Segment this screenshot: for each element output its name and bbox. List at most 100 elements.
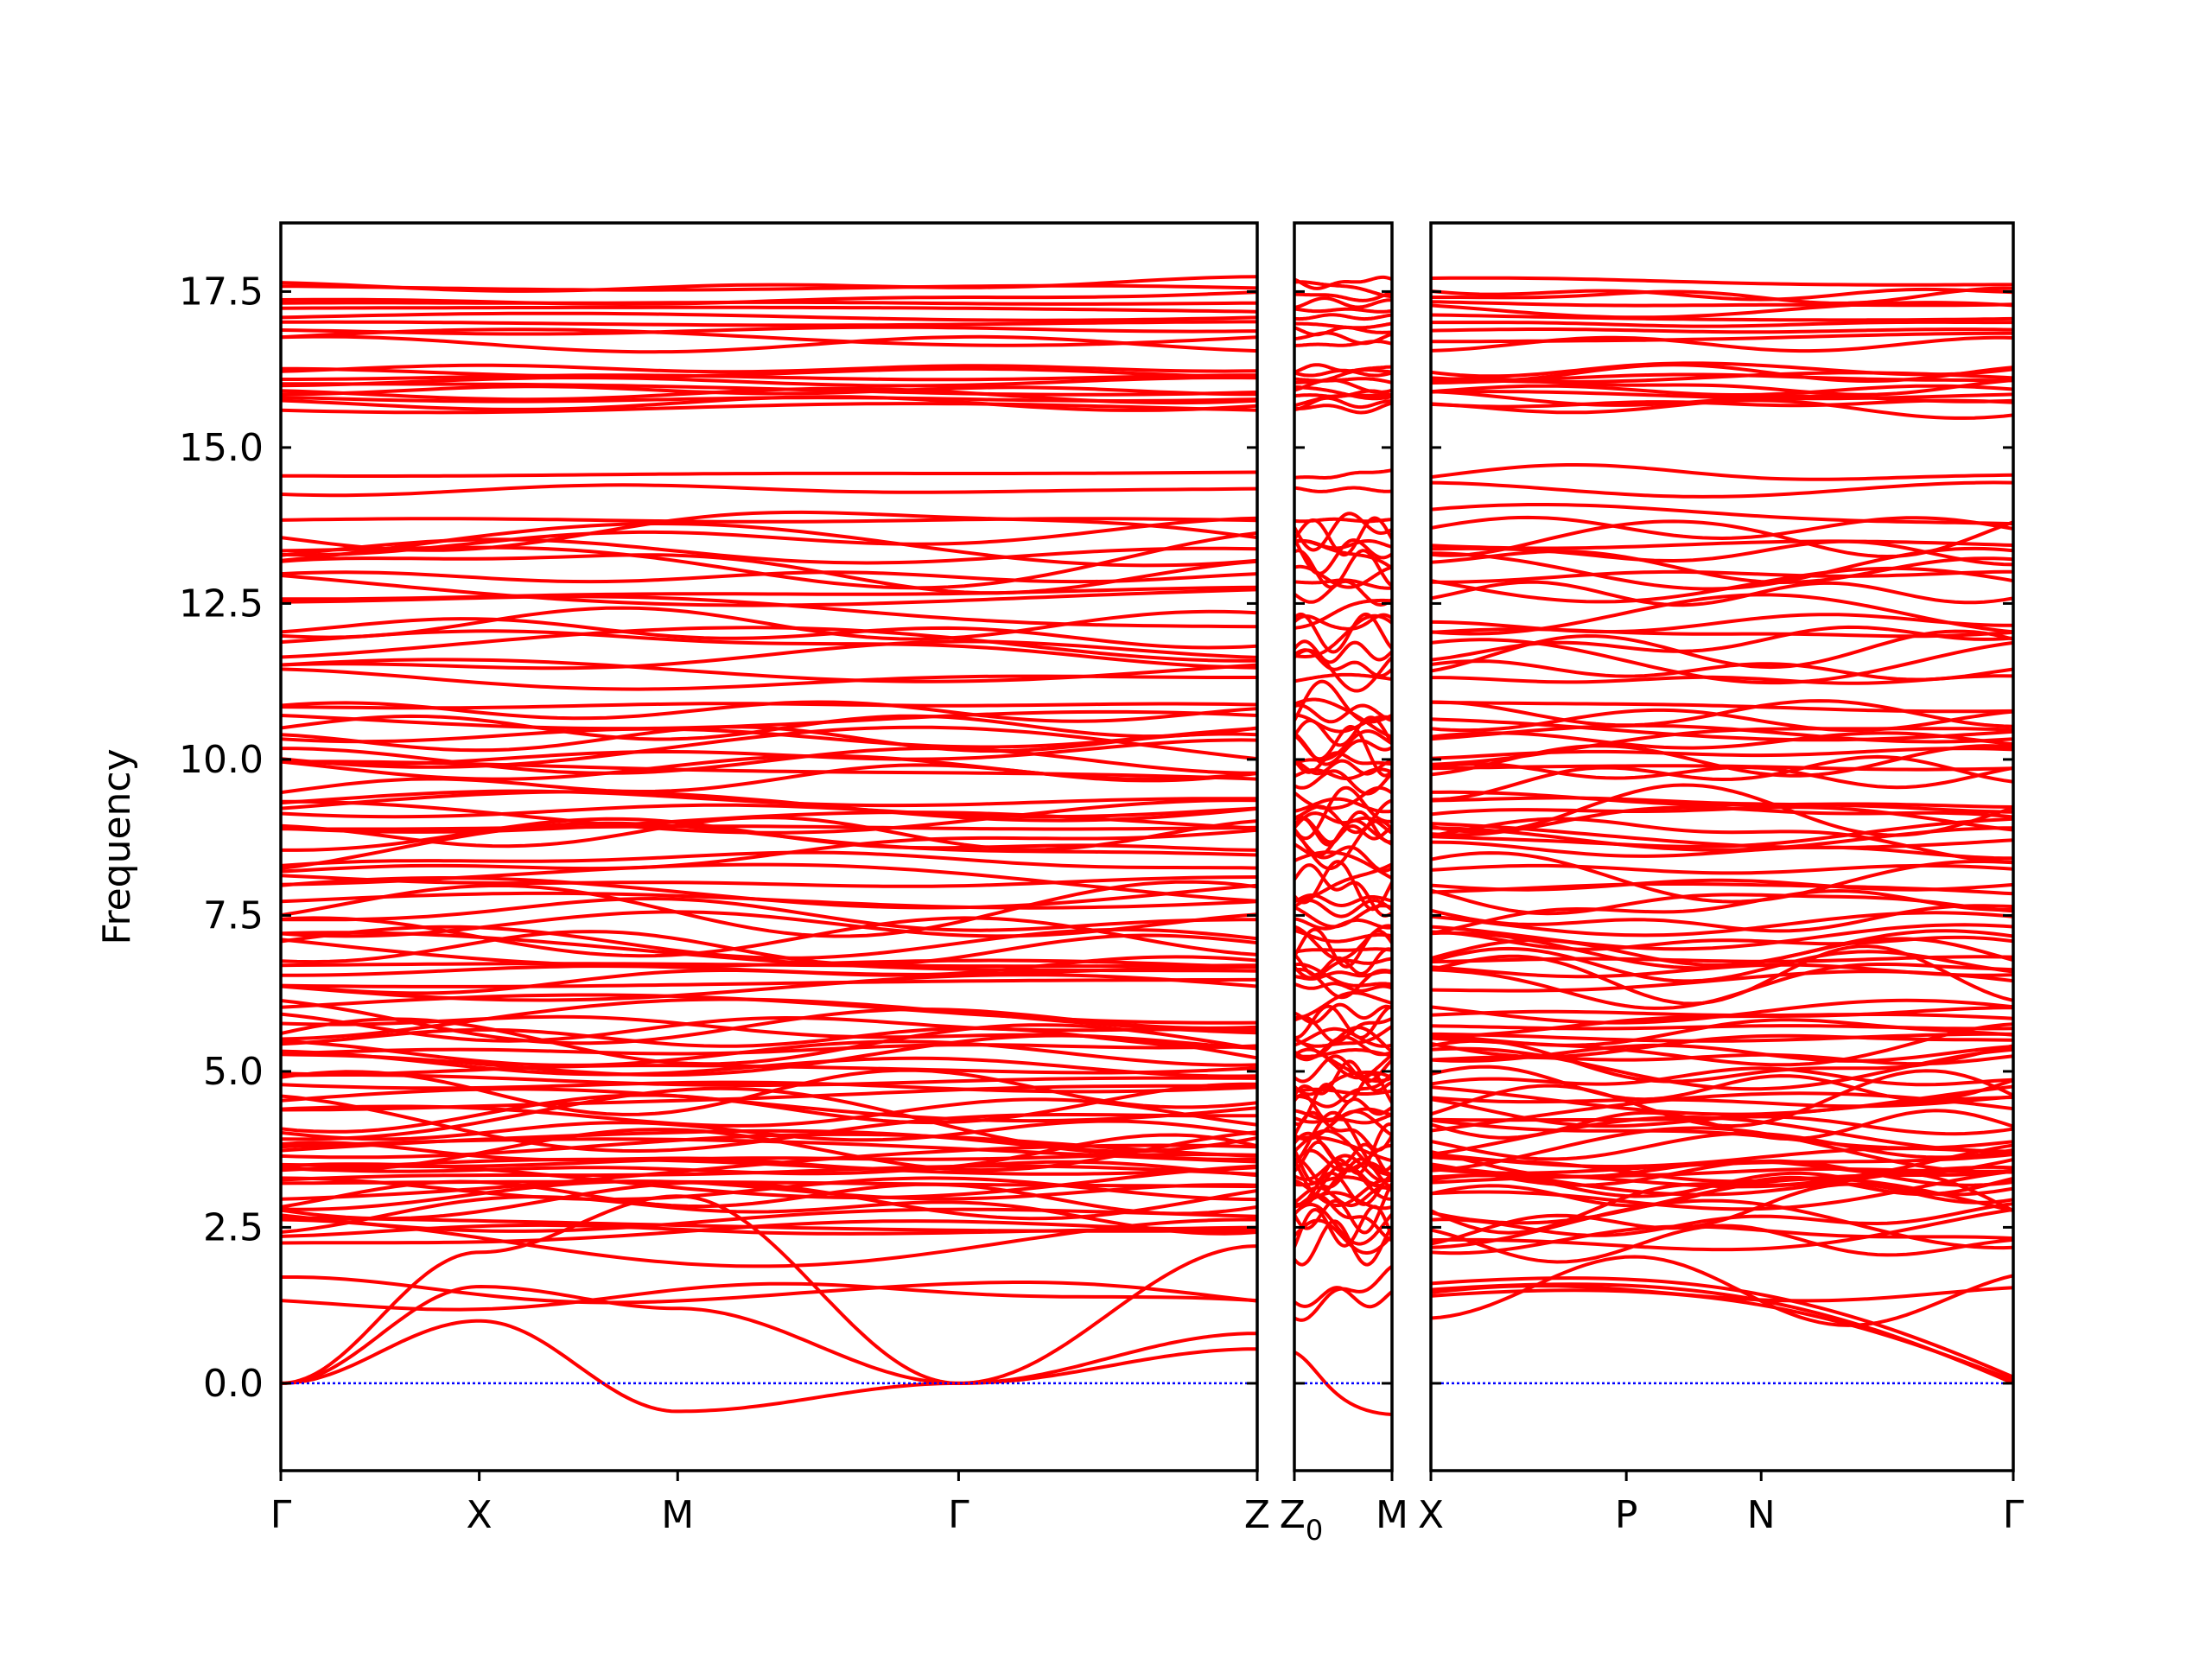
x-tick-label: Γ [948,1493,969,1537]
band-line [1431,1039,2013,1084]
band-line [1431,1169,2013,1211]
band-line [281,366,1257,379]
band-line [281,1160,1257,1178]
band-line [1431,878,2013,892]
panel-1-bands [281,275,1257,1414]
band-line [1294,729,1392,766]
band-line [1294,1110,1392,1152]
band-line [281,617,1257,650]
x-tick-label: N [1747,1493,1776,1537]
band-line [281,1068,1257,1116]
band-line [281,709,1257,731]
band-line [1294,785,1392,841]
band-line [1431,783,2013,837]
band-line [1294,639,1392,664]
band-line [1431,805,2013,837]
x-tick-label: X [467,1493,493,1537]
band-line [1294,1072,1392,1109]
band-line [1431,539,2013,550]
band-line [281,824,1257,831]
x-tick-label: X [1418,1493,1444,1537]
band-line [281,402,1257,415]
band-line [1431,384,2013,397]
band-line [1431,754,2013,802]
band-line [1294,929,1392,944]
band-line [281,521,1257,568]
x-tick-label: P [1615,1493,1638,1537]
acoustic-branch [1431,1288,2013,1382]
band-line [281,862,1257,903]
band-line [1431,286,2013,305]
band-line [1431,1153,2013,1175]
band-line [281,1073,1257,1087]
band-line [1431,1032,2013,1043]
acoustic-branch [281,1194,1257,1385]
band-line [1294,313,1392,321]
band-line [1294,924,1392,961]
band-line [281,334,1257,354]
band-line [281,327,1257,347]
band-line [281,725,1257,769]
band-line [1431,363,2013,384]
band-line [1431,1224,2013,1264]
band-line [1431,276,2013,287]
band-line [281,714,1257,741]
band-line [1294,368,1392,385]
panel-frame [1429,221,2015,1472]
band-line [281,275,1257,293]
y-tick-label: 5.0 [203,1050,264,1094]
band-line [1294,613,1392,631]
band-line [281,470,1257,478]
band-line [1294,401,1392,415]
band-line [281,817,1257,852]
band-line [1431,301,2013,320]
band-line [281,1039,1257,1067]
band-line [1431,904,2013,933]
band-line [1431,946,2013,983]
band-line [1431,731,2013,750]
band-line [281,376,1257,388]
band-line [1431,1166,2013,1185]
band-line [1294,512,1392,552]
y-tick-label: 10.0 [179,738,264,782]
band-line [281,1043,1257,1056]
band-line [1431,625,2013,662]
band-line [281,325,1257,336]
band-line [1431,1175,2013,1208]
band-line [1431,888,2013,916]
band-line [281,1176,1257,1202]
band-line [1431,1065,2013,1102]
acoustic-branch [1294,1351,1392,1417]
band-line [1294,280,1392,299]
band-line [281,510,1257,552]
panel-2-bands [1294,275,1392,1417]
band-line [281,798,1257,835]
x-tick-label: M [1376,1493,1408,1537]
band-line [281,1084,1257,1112]
band-line [1431,613,2013,634]
band-line [281,910,1257,938]
band-line [281,1080,1257,1094]
panel-frame [1293,221,1394,1472]
band-line [1294,1113,1392,1125]
x-tick-label: M [661,1493,694,1537]
band-line [1431,923,2013,951]
band-line [281,517,1257,524]
band-line [1431,480,2013,499]
band-line [1294,1218,1392,1255]
band-line [1294,1202,1392,1246]
band-line [1294,296,1392,309]
band-line [1294,385,1392,401]
band-line [1431,717,2013,742]
band-line [1431,515,2013,541]
band-line [281,363,1257,374]
band-line [1431,911,2013,938]
band-line [281,973,1257,1002]
band-line [1294,486,1392,493]
band-line [1431,287,2013,302]
band-line [1294,697,1392,739]
band-line [1431,929,2013,970]
band-line [1431,331,2013,344]
band-line [281,1094,1257,1154]
band-line [1431,1198,2013,1250]
